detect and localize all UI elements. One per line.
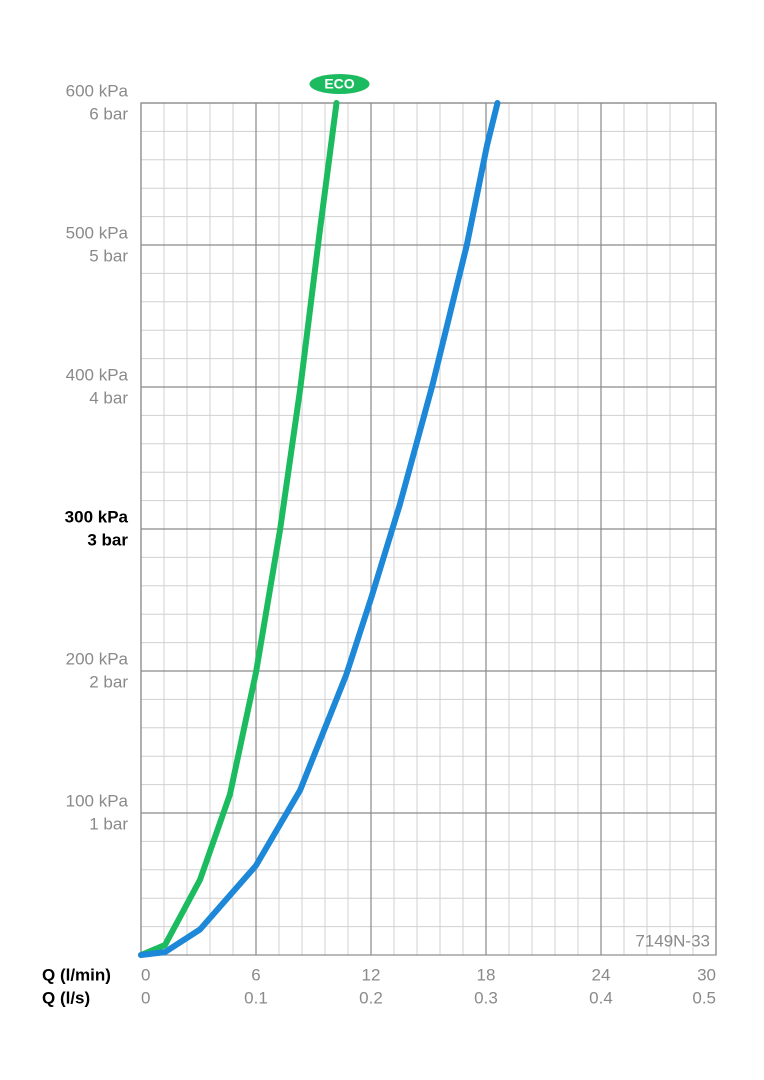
- x2-axis-label: Q (l/s): [42, 988, 90, 1007]
- plot-border: [140, 102, 717, 956]
- eco-label: ECO: [324, 76, 354, 92]
- x-axis-label: Q (l/min): [42, 965, 111, 984]
- x-tick-label: 6: [251, 965, 260, 984]
- y2-tick-label: 2 bar: [89, 672, 128, 691]
- y2-tick-label: 3 bar: [87, 530, 128, 549]
- x2-tick-label: 0.1: [244, 988, 268, 1007]
- x2-tick-label: 0.5: [692, 988, 716, 1007]
- y-tick-label: 400 kPa: [66, 365, 129, 384]
- y2-tick-label: 1 bar: [89, 814, 128, 833]
- x2-tick-label: 0.3: [474, 988, 498, 1007]
- y-tick-label: 100 kPa: [66, 791, 129, 810]
- x-tick-label: 18: [477, 965, 496, 984]
- eco-badge: [309, 74, 370, 94]
- y-tick-label: 200 kPa: [66, 649, 129, 668]
- x2-tick-label: 0: [141, 988, 150, 1007]
- x2-tick-label: 0.4: [589, 988, 613, 1007]
- y-tick-label: 500 kPa: [66, 223, 129, 242]
- x-tick-label: 30: [697, 965, 716, 984]
- x-tick-label: 24: [592, 965, 611, 984]
- y2-tick-label: 4 bar: [89, 388, 128, 407]
- x-tick-label: 0: [141, 965, 150, 984]
- curve: [138, 100, 501, 958]
- y2-tick-label: 5 bar: [89, 246, 128, 265]
- x-tick-label: 12: [362, 965, 381, 984]
- curve: [138, 100, 340, 958]
- y-tick-label: 300 kPa: [65, 507, 129, 526]
- x2-tick-label: 0.2: [359, 988, 383, 1007]
- annotation: 7149N-33: [635, 931, 710, 950]
- y2-tick-label: 6 bar: [89, 104, 128, 123]
- y-tick-label: 600 kPa: [66, 81, 129, 100]
